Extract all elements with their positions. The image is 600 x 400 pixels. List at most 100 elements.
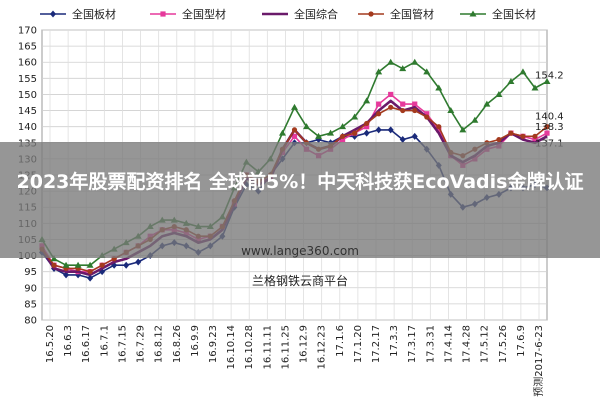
data-point xyxy=(532,136,538,143)
y-tick-label: 95 xyxy=(24,267,37,278)
y-tick-label: 160 xyxy=(18,58,37,69)
legend-marker xyxy=(368,11,374,17)
data-point xyxy=(387,58,395,65)
x-tick-label: 16.9.9 xyxy=(190,325,201,357)
data-point xyxy=(339,123,347,130)
data-point xyxy=(459,126,467,133)
overlay-headline: 2023年股票配资排名 全球前5%！中天科技获EcoVadis金牌认证 xyxy=(16,171,584,193)
x-tick-label: 16.9.23 xyxy=(208,325,219,363)
data-point xyxy=(74,261,82,268)
x-tick-label: 17.6.9 xyxy=(516,325,527,357)
data-point xyxy=(291,127,298,133)
data-point xyxy=(303,123,311,130)
x-tick-label: 16.7.15 xyxy=(117,325,128,363)
data-point xyxy=(507,78,515,85)
data-point xyxy=(363,97,371,104)
data-point xyxy=(363,129,370,137)
data-point xyxy=(412,101,418,107)
data-point xyxy=(435,84,443,91)
data-point xyxy=(519,68,527,75)
x-tick-label: 16.5.20 xyxy=(45,325,56,363)
data-point xyxy=(447,107,455,114)
x-tick-label: 16.10.28 xyxy=(244,325,255,370)
legend-item: 全国综合 xyxy=(262,7,338,21)
data-point xyxy=(364,120,370,127)
data-point xyxy=(291,103,298,110)
data-point xyxy=(135,258,142,266)
y-tick-label: 150 xyxy=(18,90,37,101)
legend-label: 全国板材 xyxy=(72,7,116,21)
legend-label: 全国综合 xyxy=(294,7,338,21)
x-tick-label: 16.10.14 xyxy=(226,325,237,370)
y-tick-label: 140 xyxy=(18,122,37,133)
data-point xyxy=(424,111,430,117)
x-tick-label: 17.5.12 xyxy=(480,325,491,363)
data-point xyxy=(508,130,514,136)
overlay-banner xyxy=(0,142,600,258)
x-tick-label: 16.8.26 xyxy=(172,325,183,363)
data-point xyxy=(62,261,70,268)
data-point xyxy=(411,132,418,140)
legend-label: 全国长材 xyxy=(492,7,536,21)
x-tick-label: 16.11.11 xyxy=(262,325,273,370)
y-tick-label: 145 xyxy=(18,106,37,117)
data-point xyxy=(388,104,394,110)
data-point xyxy=(375,126,382,134)
data-point xyxy=(471,116,479,123)
data-point xyxy=(352,130,358,136)
x-tick-label: 17.4.28 xyxy=(462,325,473,363)
data-point xyxy=(496,136,502,143)
data-point xyxy=(50,255,58,262)
x-tick-label: 16.11.25 xyxy=(280,325,291,370)
x-tick-label: 17.5.26 xyxy=(498,325,509,363)
data-point xyxy=(495,90,503,97)
data-point xyxy=(315,132,323,139)
legend-marker xyxy=(469,10,477,17)
legend-label: 全国管材 xyxy=(390,7,434,21)
y-tick-label: 170 xyxy=(18,26,37,37)
data-point xyxy=(483,100,491,107)
data-point xyxy=(376,101,382,107)
legend: 全国板材 全国型材 全国综合 全国管材 全国长材 xyxy=(40,7,536,21)
data-point xyxy=(400,107,406,114)
x-axis: 16.5.20 16.6.3 16.6.17 16.7.1 16.7.15 16.7.29… xyxy=(45,325,545,397)
x-tick-label: 16.12.9 xyxy=(299,325,310,363)
legend-item: 全国长材 xyxy=(460,7,536,21)
data-point xyxy=(278,129,286,136)
data-point xyxy=(423,68,431,75)
data-point xyxy=(399,136,406,144)
data-point xyxy=(375,68,383,75)
x-tick-label: 17.1.6 xyxy=(335,325,346,357)
legend-item: 全国管材 xyxy=(358,7,434,21)
x-tick-label: 16.6.17 xyxy=(81,325,92,363)
data-point xyxy=(99,262,105,268)
data-point xyxy=(86,261,94,268)
data-point xyxy=(376,111,382,117)
x-tick-label: 16.7.29 xyxy=(136,325,147,363)
x-tick-label: 16.12.23 xyxy=(317,325,328,370)
data-point xyxy=(544,130,550,136)
data-point xyxy=(63,271,70,279)
data-point xyxy=(387,126,394,134)
data-point xyxy=(51,262,57,268)
legend-marker xyxy=(160,11,166,17)
data-point xyxy=(327,129,335,136)
data-point xyxy=(436,124,442,130)
data-point xyxy=(291,133,298,139)
x-tick-label: 16.8.12 xyxy=(154,325,165,363)
x-tick-label: 17.2.17 xyxy=(371,325,382,363)
data-point xyxy=(412,107,418,114)
x-tick-label: 16.6.3 xyxy=(63,325,74,357)
x-tick-label: 16.7.1 xyxy=(99,325,110,357)
data-point xyxy=(339,133,346,139)
data-point xyxy=(87,269,93,275)
data-point xyxy=(531,84,539,91)
y-tick-label: 80 xyxy=(24,316,37,327)
y-tick-label: 85 xyxy=(24,299,37,310)
data-point xyxy=(123,261,130,269)
chart-source: 兰格钢铁云商平台 xyxy=(251,274,348,288)
end-value-label: 154.2 xyxy=(535,71,564,82)
data-point xyxy=(424,114,430,120)
data-point xyxy=(532,133,538,139)
y-tick-label: 90 xyxy=(24,283,37,294)
